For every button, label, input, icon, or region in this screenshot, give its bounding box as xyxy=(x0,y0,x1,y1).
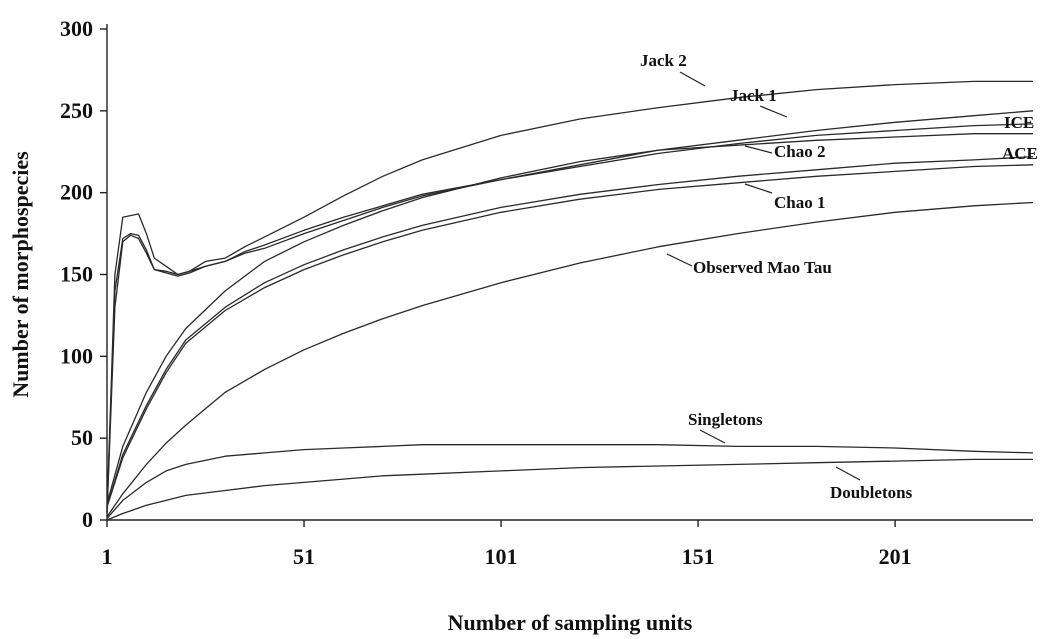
series-label-doubletons: Doubletons xyxy=(830,483,913,502)
x-axis-title: Number of sampling units xyxy=(448,610,693,635)
series-label-ice: ICE xyxy=(1004,113,1034,132)
series-line-singletons xyxy=(106,444,1034,519)
y-axis-title: Number of morphospecies xyxy=(8,151,33,398)
x-tick-label: 201 xyxy=(879,544,912,569)
y-tick-label: 250 xyxy=(60,98,93,123)
series-label-singletons: Singletons xyxy=(688,410,763,429)
series-line-chao-1 xyxy=(106,164,1034,508)
leader-line-doubletons xyxy=(835,466,861,481)
series-line-ice xyxy=(106,123,1034,512)
series-line-jack-1 xyxy=(106,110,1034,504)
series-labels: Jack 2 Jack 1 ICE Chao 2 ACE Chao 1 Observed M… xyxy=(640,51,1038,502)
series-label-jack-1: Jack 1 xyxy=(730,86,777,105)
y-tick-label: 0 xyxy=(82,507,93,532)
leader-line-jack-2 xyxy=(679,71,706,87)
y-tick-label: 50 xyxy=(71,425,93,450)
y-tick-label: 300 xyxy=(60,16,93,41)
y-tick-label: 150 xyxy=(60,262,93,287)
series-label-jack-2: Jack 2 xyxy=(640,51,687,70)
leader-line-jack-1 xyxy=(759,105,788,118)
series-label-chao-1: Chao 1 xyxy=(774,193,825,212)
series-label-chao-2: Chao 2 xyxy=(774,142,825,161)
series-label-observed-mao-tau: Observed Mao Tau xyxy=(693,258,832,277)
series-line-chao-2 xyxy=(106,133,1033,514)
series-line-jack-2 xyxy=(106,80,1033,512)
series-line-ace xyxy=(106,156,1034,508)
x-tick-label: 151 xyxy=(682,544,715,569)
series-line-observed-mao-tau xyxy=(106,201,1034,518)
y-tick-label: 100 xyxy=(60,343,93,368)
leader-line-chao-2 xyxy=(744,145,773,154)
series-line-doubletons xyxy=(106,458,1033,521)
series-lines xyxy=(106,80,1034,521)
leader-line-observed-mao-tau xyxy=(666,253,693,267)
x-tick-label: 101 xyxy=(485,544,518,569)
x-tick-label: 51 xyxy=(293,544,315,569)
leader-line-chao-1 xyxy=(744,183,773,194)
y-tick-label: 200 xyxy=(60,180,93,205)
series-label-ace: ACE xyxy=(1002,144,1038,163)
x-tick-label: 1 xyxy=(102,544,113,569)
leader-line-singletons xyxy=(699,429,726,444)
